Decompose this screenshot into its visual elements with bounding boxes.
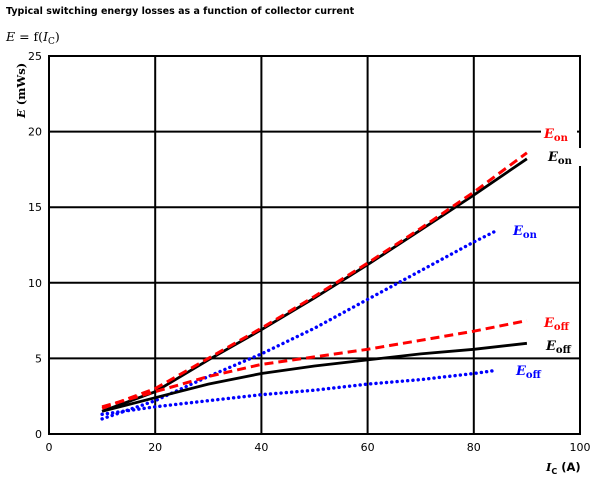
y-axis-label-main: E	[14, 109, 28, 119]
series-label-main: E	[543, 127, 555, 142]
x-tick-label: 60	[361, 441, 375, 454]
series-label-sub: off	[554, 322, 570, 333]
x-tick-label: 80	[467, 441, 481, 454]
x-axis-label-main: I	[545, 460, 552, 474]
x-tick-label: 20	[148, 441, 162, 454]
subtitle-close: )	[55, 29, 60, 44]
subtitle-i: I	[42, 29, 49, 44]
subtitle-sub: C	[48, 37, 55, 47]
series-label-sub: off	[526, 370, 542, 381]
series-label-off: Eoff	[545, 339, 572, 356]
series-line-off-4	[101, 341, 528, 413]
series-line-off-5	[100, 368, 497, 416]
series-label-on: Eon	[547, 150, 573, 167]
tick-labels: 0 20 40 60 80 100 0 5 10 15 20 25	[28, 50, 591, 454]
x-tick-label: 40	[254, 441, 268, 454]
y-tick-label: 20	[28, 126, 42, 139]
x-axis-label-sub: C	[551, 467, 557, 476]
series-label-main: E	[545, 339, 557, 354]
series-label-off: Eoff	[543, 316, 570, 333]
series-label-off: Eoff	[515, 364, 542, 381]
series-line-on-1	[101, 151, 528, 410]
subtitle-e: E	[5, 29, 15, 44]
series-label-backing	[541, 125, 577, 143]
series-label-sub: on	[558, 156, 573, 167]
series-line-off-3	[101, 319, 528, 409]
grid	[48, 55, 581, 435]
y-axis-label-unit: (mWs)	[14, 63, 28, 109]
chart-subtitle: E = f(IC)	[5, 29, 60, 47]
series-label-backing	[510, 222, 546, 240]
series-label-backing	[513, 362, 549, 380]
y-tick-label: 5	[35, 352, 42, 365]
series-label-sub: on	[523, 230, 538, 241]
series-line-on-0	[101, 157, 528, 413]
series-label-backing	[541, 314, 577, 332]
series-label-main: E	[547, 150, 559, 165]
y-tick-label: 10	[28, 277, 42, 290]
series-label-main: E	[512, 224, 524, 239]
y-tick-label: 15	[28, 201, 42, 214]
series-label-backing	[545, 148, 581, 166]
series-label-sub: on	[554, 133, 569, 144]
series-label-sub: off	[556, 345, 572, 356]
series-label-main: E	[543, 316, 555, 331]
series-label-on: Eon	[543, 127, 569, 144]
y-tick-label: 0	[35, 428, 42, 441]
series-layer	[100, 151, 528, 421]
x-tick-label: 100	[570, 441, 591, 454]
x-axis-label-unit: (A)	[557, 460, 580, 474]
series-label-on: Eon	[512, 224, 538, 241]
y-axis-label: E (mWs)	[14, 63, 28, 119]
chart-title: Typical switching energy losses as a fun…	[6, 6, 355, 17]
subtitle-eq: = f(	[15, 29, 43, 44]
x-axis-label: IC (A)	[545, 460, 581, 476]
series-label-backing	[543, 337, 579, 355]
x-tick-label: 0	[46, 441, 53, 454]
plot-frame	[48, 55, 581, 435]
series-label-main: E	[515, 364, 527, 379]
y-tick-label: 25	[28, 50, 42, 63]
